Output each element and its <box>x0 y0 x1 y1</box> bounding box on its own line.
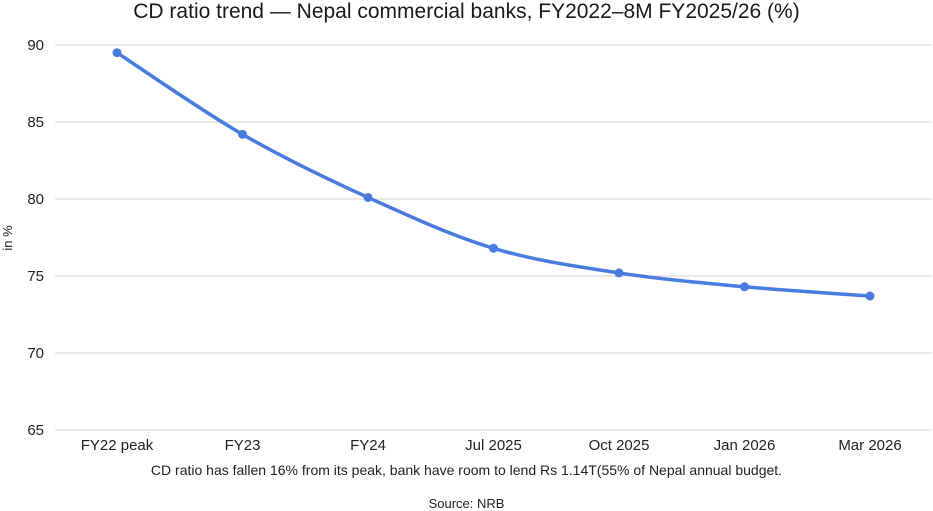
x-tick-label: Oct 2025 <box>589 437 650 454</box>
chart-title: CD ratio trend — Nepal commercial banks,… <box>133 0 800 23</box>
data-point-2 <box>238 129 247 139</box>
source-note: Source: NRB <box>428 496 505 511</box>
y-tick-label: 65 <box>27 422 44 439</box>
x-axis-ticks: FY22 peak FY23 FY24 Jul 2025 Oct 2025 Jan 202… <box>81 437 902 454</box>
y-tick-label: 90 <box>27 37 44 54</box>
x-tick-label: Jan 2026 <box>714 437 776 454</box>
data-point-5 <box>614 268 624 278</box>
series-line <box>115 50 872 298</box>
x-tick-label: FY24 <box>350 437 386 454</box>
x-tick-label: Jul 2025 <box>465 437 522 454</box>
gridlines <box>55 44 932 431</box>
data-point-3 <box>363 192 373 202</box>
y-tick-label: 70 <box>27 345 44 362</box>
data-point-6 <box>740 282 749 292</box>
y-tick-label: 80 <box>27 191 44 208</box>
data-point-1 <box>112 48 122 58</box>
chart-caption: CD ratio has fallen 16% from its peak, b… <box>150 462 783 478</box>
y-axis-label: in % <box>0 225 15 251</box>
data-point-7 <box>865 291 875 301</box>
x-tick-label: FY22 peak <box>81 437 154 454</box>
y-tick-label: 85 <box>27 114 44 131</box>
x-tick-label: Mar 2026 <box>838 437 901 454</box>
data-point-4 <box>489 243 498 253</box>
y-axis-ticks: 65 70 75 80 85 90 <box>27 37 44 439</box>
x-tick-label: FY23 <box>225 437 261 454</box>
series <box>112 48 875 301</box>
y-tick-label: 75 <box>27 268 44 285</box>
